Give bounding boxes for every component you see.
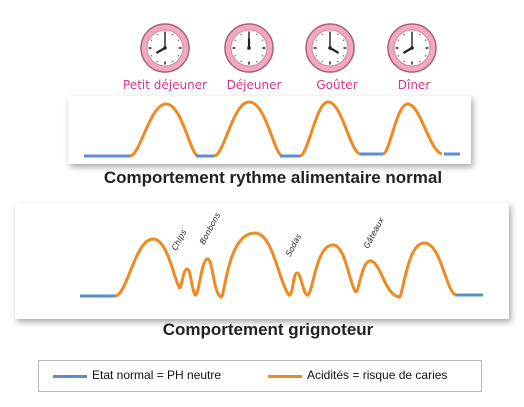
normal-rhythm-panel — [68, 96, 471, 164]
meal-label-dinner: Dîner — [397, 78, 431, 92]
legend-acid-label: Acidités = risque de caries — [307, 368, 448, 382]
normal-rhythm-title: Comportement rythme alimentaire normal — [103, 168, 443, 187]
clock-icon — [387, 23, 437, 73]
acid-curve — [129, 102, 199, 158]
snacking-title: Comportement grignoteur — [162, 320, 374, 339]
meal-label-lunch: Déjeuner — [226, 78, 282, 92]
acid-curve — [299, 100, 361, 158]
clock-icon — [140, 23, 190, 73]
acid-curve — [382, 102, 443, 156]
legend-neutral-label: Etat normal = PH neutre — [92, 368, 222, 382]
legend: Etat normal = PH neutre Acidités = risqu… — [38, 360, 482, 392]
acid-curve — [114, 231, 457, 299]
meal-label-snack: Goûter — [316, 78, 358, 92]
clock-icon — [305, 23, 355, 73]
snacking-panel: Chips Bonbons Sodas Gâteaux — [15, 203, 509, 319]
acid-curve — [213, 100, 283, 158]
clock-icon — [224, 23, 274, 73]
legend-acid-swatch — [268, 375, 302, 378]
meal-label-breakfast: Petit déjeuner — [123, 78, 207, 92]
legend-neutral-swatch — [53, 375, 87, 378]
